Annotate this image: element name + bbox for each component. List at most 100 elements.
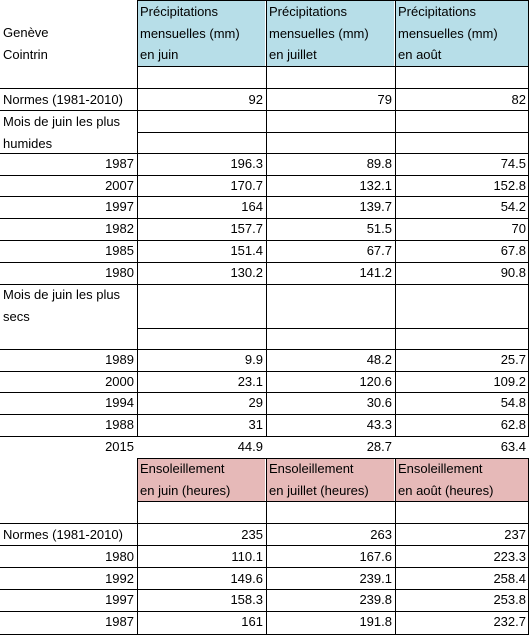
grid-line [137,0,138,437]
station-line-1: Genève [3,25,49,40]
sun-row-value: 158.3 [230,592,263,608]
sun-row-value: 161 [241,614,263,630]
precip-normes-label: Normes (1981-2010) [3,92,123,107]
sun-normes-label: Normes (1981-2010) [3,527,123,542]
sun-normes-july: 263 [370,527,392,542]
grid-line [0,589,529,590]
sun-row-value: 239.1 [359,570,392,586]
grid-line [137,328,529,329]
grid-line [0,196,529,197]
grid-line [0,611,529,612]
wet-row-value: 70 [511,221,526,237]
sun-normes-june: 235 [241,527,263,542]
wet-row-year: 2007 [105,177,134,193]
sun-row-value: 239.8 [359,592,392,608]
wet-row-value: 164 [241,199,263,215]
sun-row-value: 110.1 [231,549,263,564]
dry-row-value: 54.8 [500,395,526,411]
wet-row-value: 196.3 [230,156,263,171]
dry-row-year: 2000 [105,373,134,389]
grid-line [137,132,529,133]
grid-line [0,523,529,524]
grid-line [0,262,529,263]
dry-row-value: 120.6 [359,373,392,389]
dry-row-value: 29 [248,395,263,411]
dry-row-year: 2015 [105,438,134,454]
grid-line [137,0,529,1]
grid-line [0,436,529,437]
wet-row-value: 54.2 [500,199,526,215]
wet-row-value: 132.1 [359,177,392,193]
grid-line [137,66,529,67]
grid-line [137,501,529,502]
dry-row-year: 1994 [105,395,134,411]
dry-row-value: 30.6 [366,395,392,411]
grid-line [266,458,267,635]
wet-row-value: 74.5 [500,156,526,171]
wet-row-value: 157.7 [230,221,263,237]
dry-row-value: 23.1 [237,373,263,389]
precip-header-june: Précipitations mensuelles (mm) en juin [137,1,265,66]
wet-row-year: 1997 [105,199,134,215]
grid-line [266,0,267,437]
dry-row-year: 1988 [105,417,134,433]
sun-row-value: 258.4 [493,570,526,586]
station-line-2: Cointrin [3,46,48,62]
dry-row-value: 9.9 [244,352,263,367]
wet-row-value: 152.8 [493,177,526,193]
precip-normes-august: 82 [511,92,526,107]
grid-line [0,349,529,350]
sun-header-august: Ensoleillement en août (heures) [395,458,528,501]
grid-line [0,371,529,372]
grid-line [0,110,529,111]
dry-row-value: 28.7 [366,438,392,454]
grid-line [395,458,396,635]
dry-row-value: 25.7 [500,352,526,367]
sun-row-value: 232.7 [493,614,526,630]
sun-header-june: Ensoleillement en juin (heures) [137,458,265,501]
wet-row-year: 1985 [105,242,134,258]
dry-row-value: 43.3 [366,417,392,433]
precip-normes-june: 92 [248,92,263,107]
grid-line [0,414,529,415]
dry-row-value: 63.4 [500,438,526,454]
sun-row-value: 167.6 [359,549,392,564]
sun-row-value: 191.8 [359,614,392,630]
precip-header-july: Précipitations mensuelles (mm) en juillet [266,1,394,66]
dry-row-value: 48.2 [366,352,392,367]
grid-line [395,0,396,437]
wet-row-value: 67.7 [366,242,392,258]
wet-row-value: 170.7 [230,177,263,193]
sun-row-year: 1980 [105,549,134,564]
dry-row-value: 31 [248,417,263,433]
sun-header-july: Ensoleillement en juillet (heures) [266,458,394,501]
wet-row-value: 141.2 [359,264,392,280]
wet-row-value: 51.5 [366,221,392,237]
grid-line [0,545,529,546]
grid-line [0,153,529,154]
grid-line [0,392,529,393]
sun-row-year: 1992 [105,570,134,586]
dry-june-label: Mois de juin les plus secs [3,287,121,324]
wet-row-value: 67.8 [500,242,526,258]
dry-row-value: 44.9 [237,438,263,454]
wet-row-year: 1982 [105,221,134,237]
wet-row-year: 1980 [105,264,134,280]
grid-line [0,218,529,219]
sun-row-value: 223.3 [493,549,526,564]
wet-row-value: 151.4 [230,242,263,258]
wet-row-value: 90.8 [500,264,526,280]
wet-row-value: 130.2 [230,264,263,280]
station-name: Genève Cointrin [0,22,137,65]
wet-june-label: Mois de juin les plus humides [3,114,121,151]
sun-row-value: 149.6 [230,570,263,586]
sun-row-year: 1997 [105,592,134,608]
sun-row-year: 1987 [105,614,134,630]
grid-line [0,567,529,568]
dry-row-value: 109.2 [493,373,526,389]
wet-row-year: 1987 [105,156,134,171]
grid-line [0,88,529,89]
grid-line [137,458,138,635]
sun-row-value: 253.8 [493,592,526,608]
